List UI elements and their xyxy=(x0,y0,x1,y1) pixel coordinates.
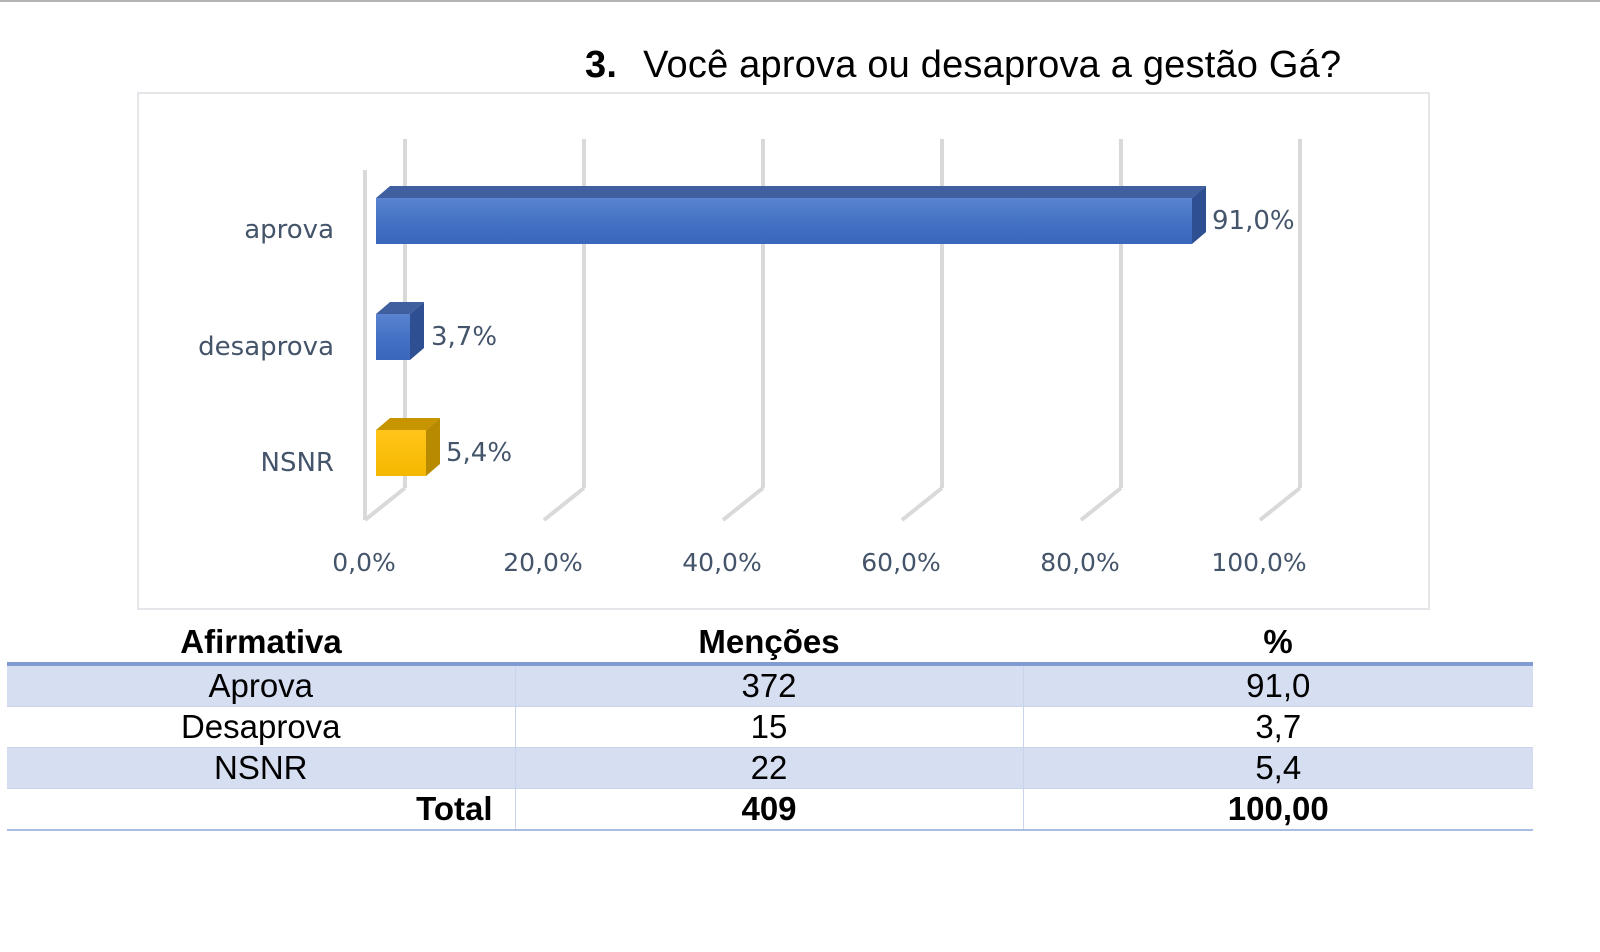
header-mencoes: Menções xyxy=(515,622,1023,666)
x-tick-20: 20,0% xyxy=(503,548,583,577)
cell-mencoes: 372 xyxy=(514,664,1023,707)
cell-afirmativa: Desaprova xyxy=(7,706,515,748)
cell-mencoes: 22 xyxy=(514,747,1023,789)
cell-afirmativa: Aprova xyxy=(7,664,515,707)
total-percent: 100,00 xyxy=(1022,788,1533,831)
question-text: Você aprova ou desaprova a gestão Gá? xyxy=(643,44,1342,86)
bar-aprova xyxy=(376,186,1206,244)
value-label-aprova: 91,0% xyxy=(1212,206,1295,236)
table-total-row: Total 409 100,00 xyxy=(7,788,1533,831)
question-number: 3. xyxy=(585,44,618,86)
category-label-aprova: aprova xyxy=(244,215,334,245)
table-row: Aprova 372 91,0 xyxy=(7,664,1533,707)
chart-area xyxy=(137,92,1430,610)
chart-title: 3. Você aprova ou desaprova a gestão Gá? xyxy=(585,44,1341,87)
header-afirmativa: Afirmativa xyxy=(7,622,515,666)
top-rule xyxy=(0,0,1600,2)
x-tick-0: 0,0% xyxy=(332,548,396,577)
total-label: Total xyxy=(7,788,515,831)
header-percent: % xyxy=(1023,622,1533,666)
results-table: Afirmativa Menções % Aprova 372 91,0 Des… xyxy=(7,622,1533,831)
cell-percent: 3,7 xyxy=(1022,706,1533,748)
value-label-desaprova: 3,7% xyxy=(431,322,498,352)
category-label-desaprova: desaprova xyxy=(198,332,334,362)
value-label-nsnr: 5,4% xyxy=(446,438,513,468)
bar-nsnr xyxy=(376,418,440,476)
cell-mencoes: 15 xyxy=(514,706,1023,748)
x-tick-80: 80,0% xyxy=(1040,548,1120,577)
cell-afirmativa: NSNR xyxy=(7,747,515,789)
bar-desaprova xyxy=(376,302,424,360)
table-header-row: Afirmativa Menções % xyxy=(7,622,1533,666)
x-tick-40: 40,0% xyxy=(682,548,762,577)
cell-percent: 91,0 xyxy=(1022,664,1533,707)
x-tick-100: 100,0% xyxy=(1211,548,1307,577)
total-mencoes: 409 xyxy=(514,788,1023,831)
x-tick-60: 60,0% xyxy=(861,548,941,577)
table-row: Desaprova 15 3,7 xyxy=(7,706,1533,748)
cell-percent: 5,4 xyxy=(1022,747,1533,789)
bar-plot xyxy=(363,139,1302,522)
category-label-nsnr: NSNR xyxy=(260,448,334,478)
table-row: NSNR 22 5,4 xyxy=(7,747,1533,789)
